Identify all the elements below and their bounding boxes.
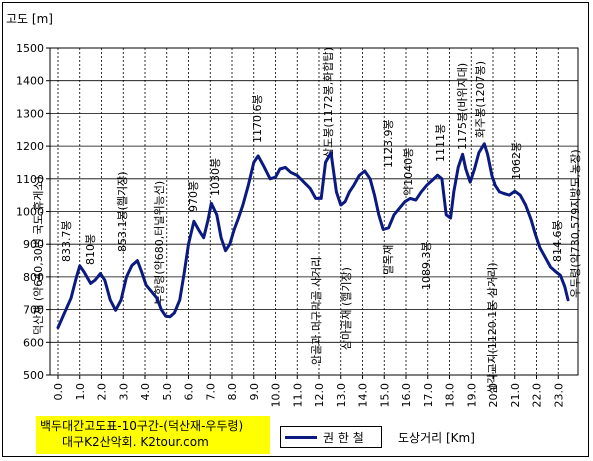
y-tick-label: 500 [23, 369, 44, 382]
annotation-label: 853.1봉(헬기장) [116, 171, 129, 252]
annotation-label: 1123.9봉 [382, 119, 395, 168]
x-tick-label: 3.0 [117, 383, 130, 401]
legend-swatch [285, 435, 317, 439]
annotation-label: 833.7봉 [60, 220, 73, 262]
y-tick-label: 800 [23, 271, 44, 284]
y-axis-title: 고도 [m] [6, 12, 53, 26]
annotation-label: 삼마골재 (헬기장) [340, 267, 353, 350]
annotation-label: 1089.3봉 [420, 241, 433, 290]
annotation-label: 814.6봉 [551, 220, 564, 262]
x-tick-label: 9.0 [248, 383, 261, 401]
y-tick-label: 700 [23, 304, 44, 317]
x-tick-label: 11.0 [291, 383, 304, 408]
x-tick-label: 10.0 [270, 383, 283, 408]
annotation-label: 부항령(약680,터널위능선) [152, 181, 166, 305]
annotation-label: 덕산재 (약640,30번 국도,휴게소) [31, 176, 45, 335]
x-tick-label: 13.0 [335, 383, 348, 408]
chart-title: 백두대간고도표-10구간-(덕산재-우두령) [40, 419, 244, 433]
annotation-label: 화주봉(1207봉) [474, 61, 487, 138]
annotation-label: 810봉 [84, 234, 97, 265]
x-tick-label: 20.0 [487, 383, 500, 408]
annotation-label: 우두령(약730,579지방도,농장) [568, 149, 582, 298]
x-tick-label: 2.0 [96, 383, 109, 401]
y-tick-label: 1300 [16, 107, 44, 120]
chart-subtitle: 대구K2산악회. K2tour.com [62, 435, 209, 449]
x-tick-label: 14.0 [357, 383, 370, 408]
x-tick-label: 22.0 [531, 383, 544, 408]
annotation-label: 1111봉 [434, 124, 447, 162]
annotation-label: 약1040봉 [401, 148, 415, 196]
y-tick-label: 1100 [16, 173, 44, 186]
x-tick-label: 23.0 [552, 383, 565, 408]
x-tick-label: 7.0 [204, 383, 217, 401]
annotation-label: 삼각교지(1120.1봉 삼거리) [486, 262, 499, 394]
x-tick-label: 4.0 [139, 383, 152, 401]
annotation-label: 1175봉(바위지대) [456, 63, 469, 150]
x-tick-label: 0.0 [52, 383, 65, 401]
annotation-label: 밀목재 [382, 245, 395, 275]
x-tick-label: 1.0 [74, 383, 87, 401]
x-tick-label: 8.0 [226, 383, 239, 401]
x-tick-label: 15.0 [378, 383, 391, 408]
annotation-label: 1062봉 [510, 142, 523, 180]
y-tick-label: 600 [23, 336, 44, 349]
legend-label: 권 한 철 [323, 430, 364, 445]
x-tick-label: 12.0 [313, 383, 326, 408]
x-tick-label: 19.0 [465, 383, 478, 408]
annotation-label: 안골과 머구막골 사거리 [310, 257, 323, 365]
x-tick-label: 21.0 [509, 383, 522, 408]
x-tick-label: 17.0 [422, 383, 435, 408]
x-tick-label: 6.0 [183, 383, 196, 401]
annotation-label: 삼도봉(1172봉,화합탑) [322, 47, 335, 158]
annotation-label: 970봉 [187, 181, 200, 212]
annotation-label: 1170.6봉 [251, 94, 264, 143]
chart-title-box: 백두대간고도표-10구간-(덕산재-우두령) 대구K2산악회. K2tour.c… [36, 416, 270, 454]
x-axis-title: 도상거리 [Km] [398, 431, 475, 445]
y-tick-label: 1500 [16, 42, 44, 55]
y-tick-label: 1400 [16, 75, 44, 88]
x-tick-label: 16.0 [400, 383, 413, 408]
y-tick-label: 1000 [16, 206, 44, 219]
y-tick-label: 1200 [16, 140, 44, 153]
x-tick-label: 5.0 [161, 383, 174, 401]
annotation-label: 1030봉 [209, 158, 222, 196]
y-tick-label: 900 [23, 238, 44, 251]
legend: 권 한 철 [280, 426, 382, 448]
series-line [56, 142, 570, 330]
x-tick-label: 18.0 [444, 383, 457, 408]
